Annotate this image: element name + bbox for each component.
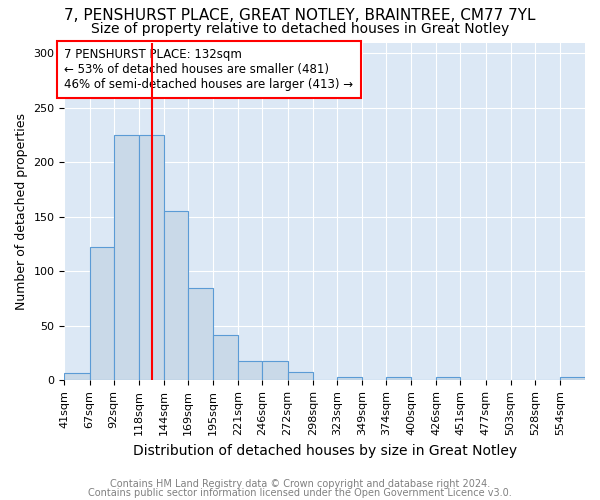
Text: Contains HM Land Registry data © Crown copyright and database right 2024.: Contains HM Land Registry data © Crown c… [110, 479, 490, 489]
Bar [238, 360, 262, 380]
Bar [436, 377, 460, 380]
Bar [113, 135, 139, 380]
Bar [64, 372, 89, 380]
Bar [164, 212, 188, 380]
X-axis label: Distribution of detached houses by size in Great Notley: Distribution of detached houses by size … [133, 444, 517, 458]
Bar [188, 288, 213, 380]
Text: 7, PENSHURST PLACE, GREAT NOTLEY, BRAINTREE, CM77 7YL: 7, PENSHURST PLACE, GREAT NOTLEY, BRAINT… [64, 8, 536, 22]
Bar [139, 135, 164, 380]
Bar [287, 372, 313, 380]
Y-axis label: Number of detached properties: Number of detached properties [15, 113, 28, 310]
Bar [337, 377, 362, 380]
Bar [386, 377, 411, 380]
Text: Contains public sector information licensed under the Open Government Licence v3: Contains public sector information licen… [88, 488, 512, 498]
Bar [560, 377, 585, 380]
Bar [213, 334, 238, 380]
Text: 7 PENSHURST PLACE: 132sqm
← 53% of detached houses are smaller (481)
46% of semi: 7 PENSHURST PLACE: 132sqm ← 53% of detac… [64, 48, 353, 91]
Bar [262, 360, 287, 380]
Bar [89, 248, 113, 380]
Text: Size of property relative to detached houses in Great Notley: Size of property relative to detached ho… [91, 22, 509, 36]
